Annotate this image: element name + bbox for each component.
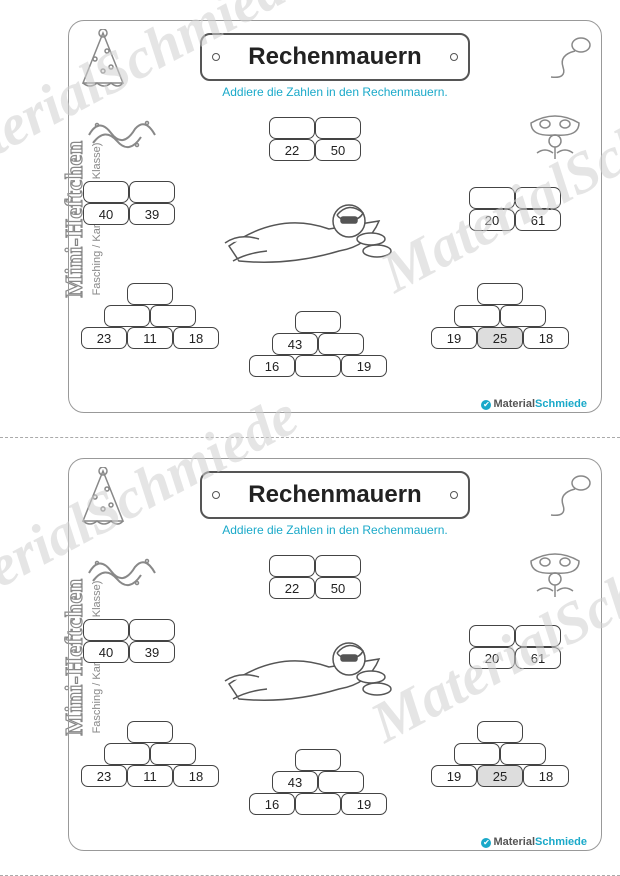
wall-brick [454, 743, 500, 765]
wall-brick: 25 [477, 327, 523, 349]
worksheet-page: Mini-Heftchen Fasching / Karneval (2. Kl… [0, 438, 620, 876]
streamer-icon [541, 31, 595, 85]
superhero-icon [219, 191, 399, 281]
wall-brick: 19 [431, 327, 477, 349]
wall-brick: 61 [515, 647, 561, 669]
wall-brick [318, 771, 364, 793]
page-title: Rechenmauern [248, 481, 421, 509]
wall-brick: 50 [315, 577, 361, 599]
instruction-text: Addiere die Zahlen in den Rechenmauern. [222, 523, 447, 537]
wall-brick: 25 [477, 765, 523, 787]
wall-brick [295, 793, 341, 815]
wall-brick [127, 721, 173, 743]
title-plate: Rechenmauern [200, 471, 470, 519]
wall-brick [454, 305, 500, 327]
wall-brick [295, 311, 341, 333]
wall-brick: 11 [127, 327, 173, 349]
wall-brick: 18 [173, 765, 219, 787]
page-title: Rechenmauern [248, 43, 421, 71]
wall-brick [83, 181, 129, 203]
wall-brick: 18 [173, 327, 219, 349]
mask-icon [527, 109, 583, 169]
wall-brick [515, 625, 561, 647]
party-hat-icon [75, 467, 131, 529]
wall-brick [129, 619, 175, 641]
wall-brick: 16 [249, 355, 295, 377]
wall-brick: 39 [129, 641, 175, 663]
wall-brick [477, 283, 523, 305]
wall-brick [295, 749, 341, 771]
wall-brick: 23 [81, 327, 127, 349]
wall-brick: 39 [129, 203, 175, 225]
wall-brick: 40 [83, 203, 129, 225]
superhero-icon [219, 629, 399, 719]
wall-brick: 20 [469, 647, 515, 669]
wall-brick [469, 625, 515, 647]
wall-brick [315, 117, 361, 139]
wall-brick: 43 [272, 333, 318, 355]
confetti-icon [87, 553, 157, 593]
title-plate: Rechenmauern [200, 33, 470, 81]
footer-brand: ✔MaterialSchmiede [481, 398, 587, 410]
wall-brick [515, 187, 561, 209]
wall-brick [500, 743, 546, 765]
wall-brick: 11 [127, 765, 173, 787]
wall-brick [477, 721, 523, 743]
wall-brick [150, 305, 196, 327]
wall-brick: 19 [431, 765, 477, 787]
wall-brick [269, 555, 315, 577]
wall-brick: 20 [469, 209, 515, 231]
worksheet-page: Mini-Heftchen Fasching / Karneval (2. Kl… [0, 0, 620, 438]
check-icon: ✔ [481, 838, 491, 848]
wall-brick: 19 [341, 793, 387, 815]
wall-brick: 40 [83, 641, 129, 663]
wall-brick [318, 333, 364, 355]
wall-brick [150, 743, 196, 765]
content-frame: Rechenmauern Addiere die Zahlen in den R… [68, 20, 602, 413]
wall-brick [83, 619, 129, 641]
party-hat-icon [75, 29, 131, 91]
wall-brick [269, 117, 315, 139]
check-icon: ✔ [481, 400, 491, 410]
wall-brick: 19 [341, 355, 387, 377]
wall-brick [129, 181, 175, 203]
wall-brick: 61 [515, 209, 561, 231]
wall-brick [104, 305, 150, 327]
wall-brick: 16 [249, 793, 295, 815]
mask-icon [527, 547, 583, 607]
wall-brick: 18 [523, 765, 569, 787]
wall-brick: 22 [269, 577, 315, 599]
wall-brick [315, 555, 361, 577]
wall-brick [104, 743, 150, 765]
wall-brick [127, 283, 173, 305]
content-frame: Rechenmauern Addiere die Zahlen in den R… [68, 458, 602, 851]
streamer-icon [541, 469, 595, 523]
confetti-icon [87, 115, 157, 155]
instruction-text: Addiere die Zahlen in den Rechenmauern. [222, 85, 447, 99]
wall-brick: 43 [272, 771, 318, 793]
wall-brick [295, 355, 341, 377]
wall-brick: 23 [81, 765, 127, 787]
wall-brick: 50 [315, 139, 361, 161]
wall-brick: 18 [523, 327, 569, 349]
footer-brand: ✔MaterialSchmiede [481, 836, 587, 848]
wall-brick: 22 [269, 139, 315, 161]
wall-brick [500, 305, 546, 327]
wall-brick [469, 187, 515, 209]
